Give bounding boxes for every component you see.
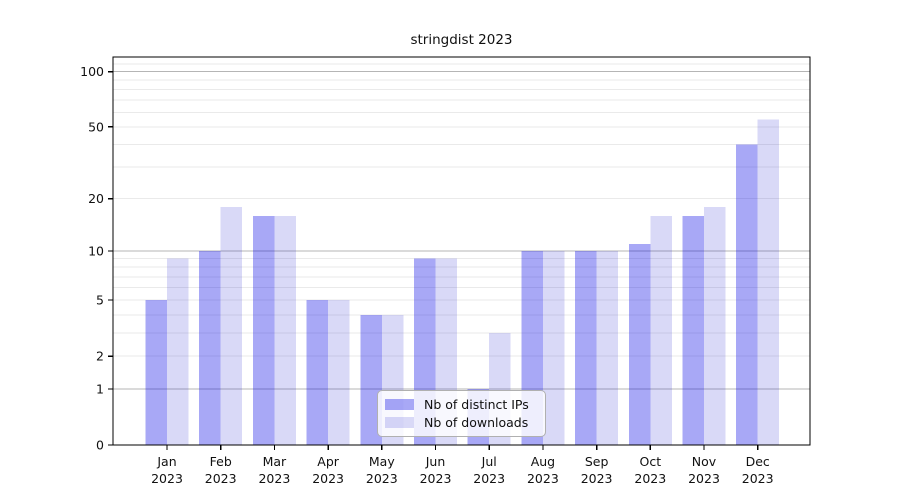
bar-distinct-ips-apr bbox=[306, 300, 329, 445]
bar-distinct-ips-nov bbox=[682, 215, 704, 445]
x-tick-label-year: 2023 bbox=[688, 471, 720, 486]
bar-downloads-apr bbox=[328, 300, 350, 445]
y-tick-label: 0 bbox=[96, 438, 104, 453]
x-tick-label-month: Sep bbox=[585, 454, 609, 469]
y-tick-label: 10 bbox=[88, 244, 104, 259]
x-tick-label-month: Dec bbox=[746, 454, 770, 469]
bar-distinct-ips-oct bbox=[628, 243, 651, 445]
bar-downloads-sep bbox=[596, 251, 619, 445]
x-tick-label-month: Apr bbox=[317, 454, 339, 469]
x-tick-label-month: Jun bbox=[425, 454, 446, 469]
bar-downloads-mar bbox=[274, 215, 296, 445]
x-tick-label-year: 2023 bbox=[366, 471, 398, 486]
legend-swatch-downloads bbox=[385, 417, 414, 428]
bar-downloads-feb bbox=[220, 206, 243, 445]
x-tick-label-year: 2023 bbox=[151, 471, 183, 486]
x-tick-label-year: 2023 bbox=[205, 471, 237, 486]
x-tick-label-month: Aug bbox=[531, 454, 555, 469]
x-tick-label-month: Jan bbox=[156, 454, 176, 469]
x-tick-label-year: 2023 bbox=[742, 471, 774, 486]
legend-row-distinct-ips: Nb of distinct IPs bbox=[385, 396, 537, 412]
bar-distinct-ips-feb bbox=[199, 251, 221, 445]
x-tick-label-month: Jul bbox=[481, 454, 497, 469]
x-tick-label-year: 2023 bbox=[527, 471, 559, 486]
bar-downloads-dec bbox=[757, 119, 780, 446]
x-tick-label-month: Nov bbox=[692, 454, 717, 469]
chart-title: stringdist 2023 bbox=[410, 32, 513, 48]
x-tick-label-month: Feb bbox=[210, 454, 232, 469]
bar-distinct-ips-jan bbox=[145, 300, 167, 445]
y-tick-label: 1 bbox=[96, 381, 104, 396]
bar-distinct-ips-dec bbox=[736, 144, 758, 446]
y-tick-label: 100 bbox=[80, 64, 104, 79]
x-tick-label-month: May bbox=[369, 454, 395, 469]
x-tick-label-year: 2023 bbox=[312, 471, 344, 486]
y-tick-label: 5 bbox=[96, 293, 104, 308]
legend-row-downloads: Nb of downloads bbox=[385, 414, 537, 430]
bar-downloads-oct bbox=[650, 215, 672, 445]
bar-downloads-jan bbox=[167, 258, 189, 445]
bar-distinct-ips-sep bbox=[575, 251, 597, 445]
x-tick-label-month: Oct bbox=[639, 454, 661, 469]
legend-label-downloads: Nb of downloads bbox=[424, 414, 529, 430]
x-tick-label-month: Mar bbox=[263, 454, 287, 469]
legend-swatch-distinct-ips bbox=[385, 399, 414, 410]
x-tick-label-year: 2023 bbox=[258, 471, 290, 486]
x-tick-label-year: 2023 bbox=[473, 471, 505, 486]
legend: Nb of distinct IPs Nb of downloads bbox=[377, 390, 546, 437]
bar-downloads-nov bbox=[704, 206, 726, 445]
legend-label-distinct-ips: Nb of distinct IPs bbox=[424, 396, 529, 412]
x-tick-label-year: 2023 bbox=[581, 471, 613, 486]
x-tick-label-year: 2023 bbox=[420, 471, 452, 486]
y-tick-label: 2 bbox=[96, 349, 104, 364]
y-tick-label: 50 bbox=[88, 119, 104, 134]
bar-distinct-ips-may bbox=[360, 314, 382, 445]
x-tick-label-year: 2023 bbox=[634, 471, 666, 486]
bar-distinct-ips-mar bbox=[252, 215, 275, 445]
y-tick-label: 20 bbox=[88, 191, 104, 206]
bar-downloads-aug bbox=[542, 251, 565, 445]
